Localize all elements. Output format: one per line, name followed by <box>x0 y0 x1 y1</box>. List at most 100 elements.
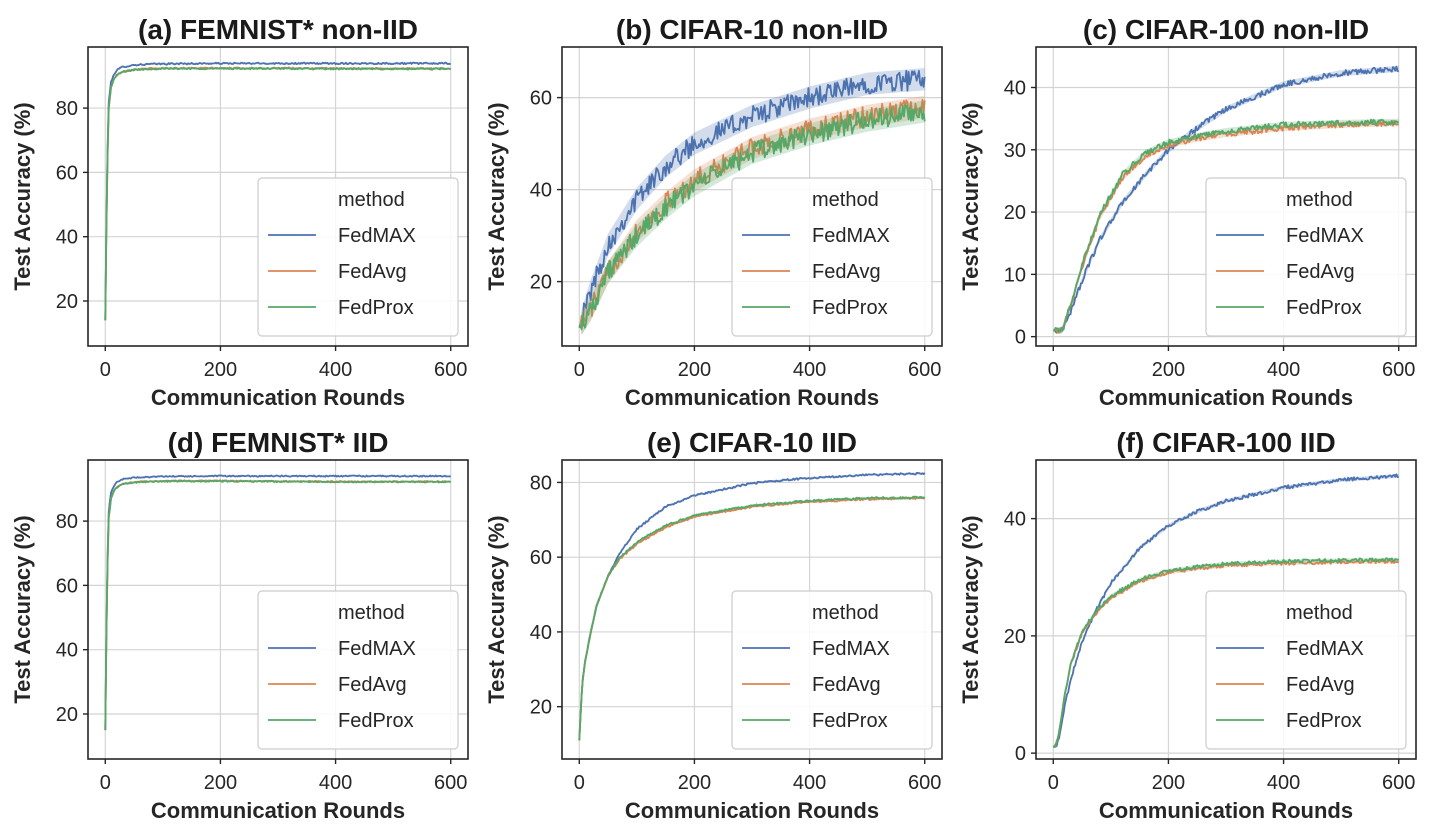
x-tick-label: 600 <box>1382 359 1415 381</box>
y-tick-label: 20 <box>56 291 78 313</box>
y-tick-label: 40 <box>56 227 78 249</box>
x-tick-label: 400 <box>319 359 352 381</box>
legend-title: method <box>1286 189 1353 211</box>
legend-box <box>257 177 459 337</box>
y-tick-label: 40 <box>1004 77 1026 99</box>
series-line-fedmax <box>104 61 451 321</box>
plot-frame <box>561 459 943 760</box>
series-line-fedmax <box>1052 473 1399 749</box>
x-axis-label: Communication Rounds <box>1099 385 1353 410</box>
plot-frame <box>87 459 469 760</box>
y-tick-label: 20 <box>56 704 78 726</box>
legend-box <box>257 590 459 750</box>
plot-frame <box>1035 46 1417 347</box>
series-line-fedprox <box>104 479 452 731</box>
legend-box <box>1205 177 1407 337</box>
legend-title: method <box>812 189 879 211</box>
x-tick-label: 600 <box>908 359 941 381</box>
y-axis-label: Test Accuracy (%) <box>958 515 983 703</box>
y-tick-label: 60 <box>530 88 552 110</box>
series-line-fedmax <box>578 472 926 741</box>
y-tick-label: 20 <box>530 272 552 294</box>
x-tick-label: 0 <box>574 359 585 381</box>
x-tick-label: 0 <box>574 772 585 794</box>
legend-label-fedmax: FedMAX <box>1286 638 1364 660</box>
legend-label-fedprox: FedProx <box>812 297 888 319</box>
legend: method FedMAX FedAvg FedProx <box>1205 177 1407 337</box>
y-tick-label: 20 <box>1004 202 1026 224</box>
legend-label-fedmax: FedMAX <box>1286 225 1364 247</box>
legend-label-fedprox: FedProx <box>338 710 414 732</box>
legend-label-fedprox: FedProx <box>812 710 888 732</box>
legend-label-fedavg: FedAvg <box>812 674 881 696</box>
y-tick-label: 30 <box>1004 140 1026 162</box>
series-line-fedprox <box>578 104 926 331</box>
legend-label-fedprox: FedProx <box>1286 297 1362 319</box>
y-axis-label: Test Accuracy (%) <box>484 515 509 703</box>
chart-title: (a) FEMNIST* non-IID <box>138 14 418 45</box>
x-tick-label: 400 <box>793 359 826 381</box>
chart-panel-2: 0 200 400 600 20 40 60 (b) CIFAR-10 non-IID Comm… <box>484 14 943 410</box>
x-tick-label: 0 <box>1048 359 1059 381</box>
series-line-fedprox <box>1053 118 1399 333</box>
x-tick-label: 200 <box>1152 772 1185 794</box>
y-tick-label: 80 <box>530 472 552 494</box>
y-tick-label: 40 <box>56 640 78 662</box>
legend-box <box>731 590 933 750</box>
series-line-fedprox <box>104 66 451 321</box>
x-tick-label: 200 <box>204 772 237 794</box>
legend-box <box>731 177 933 337</box>
x-tick-label: 400 <box>319 772 352 794</box>
x-tick-label: 200 <box>678 359 711 381</box>
series-line-fedprox <box>1052 557 1400 748</box>
legend-label-fedavg: FedAvg <box>1286 261 1355 283</box>
legend-title: method <box>1286 602 1353 624</box>
y-tick-label: 0 <box>1015 743 1026 765</box>
series-line-fedprox <box>578 495 926 741</box>
chart-panel-1: 0 200 400 600 20 40 60 80 (a) FEMNIST* non-IID Co… <box>10 14 469 410</box>
x-axis-label: Communication Rounds <box>625 385 879 410</box>
y-tick-label: 80 <box>56 511 78 533</box>
y-axis-label: Test Accuracy (%) <box>10 515 35 703</box>
legend: method FedMAX FedAvg FedProx <box>731 590 933 750</box>
chart-title: (d) FEMNIST* IID <box>168 427 389 458</box>
x-tick-label: 600 <box>434 772 467 794</box>
x-tick-label: 600 <box>1382 772 1415 794</box>
y-axis-label: Test Accuracy (%) <box>958 102 983 290</box>
series-line-fedmax <box>104 474 451 731</box>
y-tick-label: 60 <box>56 575 78 597</box>
x-tick-label: 200 <box>1152 359 1185 381</box>
legend-label-fedmax: FedMAX <box>812 225 890 247</box>
legend-title: method <box>338 189 405 211</box>
chart-panel-5: 0 200 400 600 20 40 60 80 (e) CIFAR-10 IID Commun… <box>484 427 943 823</box>
y-tick-label: 20 <box>530 697 552 719</box>
y-tick-label: 40 <box>1004 509 1026 531</box>
x-tick-label: 0 <box>100 772 111 794</box>
chart-panel-4: 0 200 400 600 20 40 60 80 (d) FEMNIST* IID Commun… <box>10 427 469 823</box>
x-tick-label: 400 <box>1267 772 1300 794</box>
y-tick-label: 80 <box>56 98 78 120</box>
x-tick-label: 600 <box>434 359 467 381</box>
chart-title: (f) CIFAR-100 IID <box>1116 427 1335 458</box>
chart-panel-6: 0 200 400 600 0 20 40 (f) CIFAR-100 IID Communic… <box>958 427 1417 823</box>
legend-label-fedavg: FedAvg <box>338 674 407 696</box>
legend-label-fedmax: FedMAX <box>338 225 416 247</box>
chart-title: (b) CIFAR-10 non-IID <box>616 14 888 45</box>
y-tick-label: 0 <box>1015 327 1026 349</box>
y-tick-label: 40 <box>530 622 552 644</box>
chart-title: (c) CIFAR-100 non-IID <box>1083 14 1369 45</box>
legend-label-fedavg: FedAvg <box>338 261 407 283</box>
legend: method FedMAX FedAvg FedProx <box>257 590 459 750</box>
legend: method FedMAX FedAvg FedProx <box>257 177 459 337</box>
x-tick-label: 200 <box>678 772 711 794</box>
x-tick-label: 600 <box>908 772 941 794</box>
x-tick-label: 400 <box>793 772 826 794</box>
legend-label-fedmax: FedMAX <box>812 638 890 660</box>
x-tick-label: 0 <box>1048 772 1059 794</box>
legend-title: method <box>338 602 405 624</box>
x-axis-label: Communication Rounds <box>1099 798 1353 823</box>
y-tick-label: 10 <box>1004 264 1026 286</box>
legend: method FedMAX FedAvg FedProx <box>1205 590 1407 750</box>
plot-frame <box>1035 459 1417 760</box>
